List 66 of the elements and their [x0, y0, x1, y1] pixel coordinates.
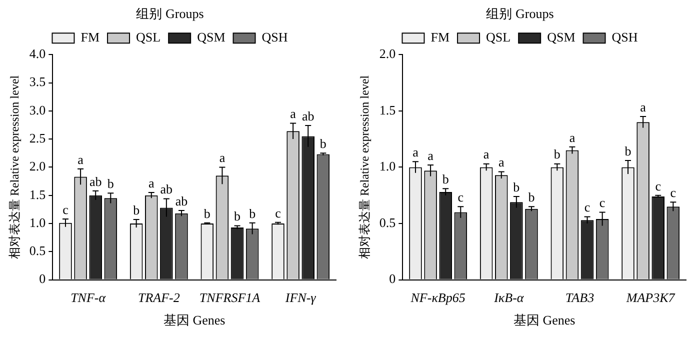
data-label: a	[498, 154, 504, 170]
x-tick-label: IFN-γ	[284, 290, 317, 306]
legend-label: FM	[430, 30, 450, 45]
legend-label: QSL	[136, 30, 161, 45]
x-tick-label: IκB-α	[493, 290, 525, 306]
y-axis-title: 相对表达量 Relative expression level	[357, 74, 372, 260]
data-label: c	[584, 200, 590, 215]
data-label: b	[528, 190, 535, 205]
data-label: b	[204, 206, 210, 221]
data-label: a	[78, 152, 84, 167]
x-tick-label: TNF-α	[70, 290, 107, 306]
x-axis-title: 基因 Genes	[163, 312, 226, 328]
legend-label: QSM	[197, 30, 226, 45]
y-tick-label: 1.5	[29, 186, 46, 202]
data-label: b	[107, 176, 114, 192]
data-label: a	[640, 99, 646, 114]
data-label: c	[458, 190, 464, 205]
legend-label: QSM	[547, 30, 576, 45]
data-label: ab	[175, 193, 188, 208]
data-label: b	[320, 136, 326, 152]
data-label: a	[219, 150, 226, 166]
x-tick-label: TRAF-2	[138, 290, 180, 306]
data-label: b	[624, 143, 632, 158]
data-label: b	[249, 206, 256, 221]
data-label: a	[483, 146, 490, 162]
data-label: c	[599, 195, 606, 210]
x-tick-label: NF-κBp65	[410, 290, 466, 306]
data-label: c	[655, 178, 662, 194]
y-axis-title: 相对表达量 Relative expression level	[7, 74, 22, 260]
x-tick-label: MAP3K7	[625, 290, 676, 306]
data-label: b	[513, 179, 520, 194]
y-tick-label: 1.0	[29, 214, 46, 230]
data-label: a	[428, 148, 434, 163]
y-tick-label: 1.0	[379, 158, 396, 174]
x-tick-label: TNFRSF1A	[199, 290, 260, 306]
data-label: a	[290, 106, 296, 122]
legend-label: QSH	[612, 30, 638, 45]
data-label: ab	[160, 182, 173, 197]
data-label: c	[62, 202, 69, 217]
x-tick-label: TAB3	[565, 290, 595, 306]
legend-label: QSH	[262, 30, 288, 45]
y-tick-label: 1.5	[379, 102, 396, 118]
y-tick-label: 2.5	[29, 130, 46, 146]
data-label: c	[275, 205, 282, 220]
y-tick-label: 2.0	[379, 46, 396, 62]
y-tick-label: 0.5	[29, 243, 46, 258]
data-label: b	[442, 172, 449, 187]
data-label: b	[234, 208, 241, 224]
data-label: b	[554, 146, 560, 162]
y-tick-label: 3.0	[29, 102, 46, 118]
y-tick-label: 2.0	[29, 158, 46, 174]
legend-label: FM	[80, 30, 100, 45]
y-tick-label: 0	[39, 271, 46, 286]
data-label: a	[148, 175, 154, 190]
data-label: ab	[302, 108, 314, 124]
y-tick-label: 4.0	[29, 46, 46, 62]
data-label: c	[670, 185, 676, 200]
y-tick-label: 0	[389, 271, 396, 286]
data-label: a	[412, 144, 419, 160]
legend-label: QSL	[486, 30, 511, 45]
data-label: ab	[89, 174, 102, 189]
y-tick-label: 0.5	[379, 214, 396, 230]
data-label: b	[133, 202, 140, 218]
x-axis-title: 基因 Genes	[513, 312, 576, 328]
data-label: a	[569, 130, 576, 145]
y-tick-label: 3.5	[29, 74, 46, 90]
